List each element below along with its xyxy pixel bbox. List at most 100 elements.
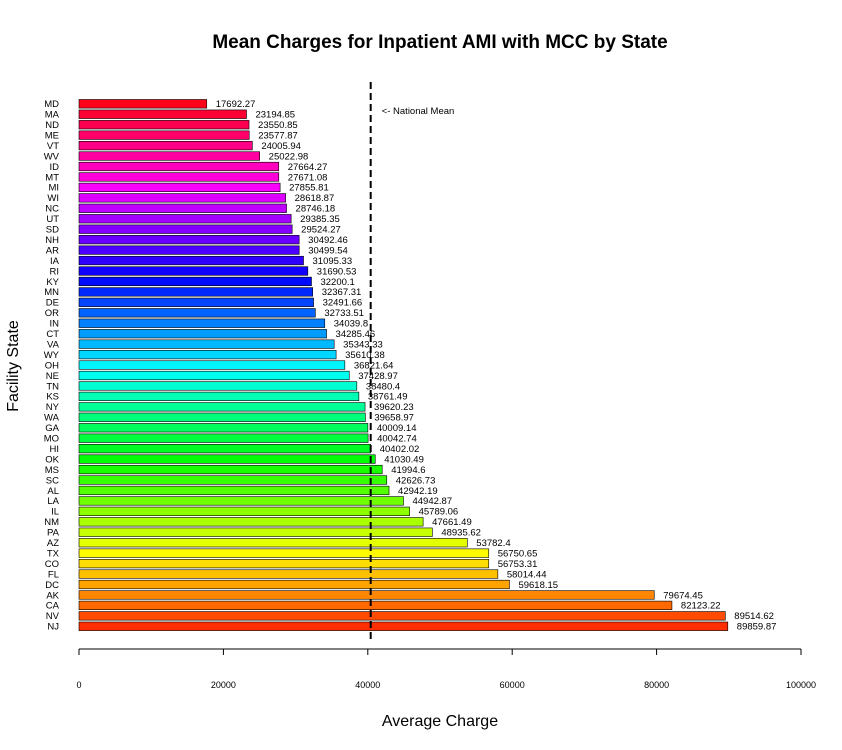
bar-il bbox=[78, 506, 410, 516]
bar-ny bbox=[78, 402, 366, 412]
bar-nj bbox=[78, 621, 729, 631]
bar-ri bbox=[78, 266, 309, 276]
value-label-ak: 79674.45 bbox=[663, 590, 703, 601]
category-label-ak: AK bbox=[46, 590, 59, 601]
category-label-nh: NH bbox=[45, 235, 59, 246]
category-label-wa: WA bbox=[44, 413, 60, 424]
value-label-ms: 41994.6 bbox=[391, 465, 425, 476]
bar-ga bbox=[78, 423, 369, 433]
value-label-nd: 23550.85 bbox=[258, 120, 298, 131]
category-label-al: AL bbox=[47, 486, 59, 497]
bar-tn bbox=[78, 381, 358, 391]
value-label-ut: 29385.35 bbox=[300, 214, 340, 225]
bar-sc bbox=[78, 475, 388, 485]
category-label-wy: WY bbox=[44, 350, 60, 361]
y-axis-title: Facility State bbox=[5, 320, 22, 412]
x-axis: 0 20000 40000 60000 80000 100000 bbox=[76, 648, 816, 690]
bar-mi bbox=[78, 182, 281, 193]
bar-ca bbox=[78, 600, 673, 610]
category-label-de: DE bbox=[46, 298, 59, 309]
category-label-in: IN bbox=[50, 319, 60, 330]
value-label-mi: 27855.81 bbox=[289, 183, 329, 194]
value-label-nv: 89514.62 bbox=[734, 611, 774, 622]
bar-ne bbox=[78, 370, 350, 381]
value-label-in: 34039.8 bbox=[334, 319, 368, 330]
value-label-pa: 48935.62 bbox=[441, 528, 481, 539]
bar-ms bbox=[78, 464, 383, 475]
bar-ok bbox=[78, 454, 376, 464]
category-label-va: VA bbox=[47, 339, 60, 350]
category-label-ca: CA bbox=[46, 601, 60, 612]
category-label-ri: RI bbox=[50, 266, 60, 277]
value-label-id: 27664.27 bbox=[288, 162, 328, 173]
bar-wy bbox=[78, 349, 337, 360]
value-label-va: 35343.33 bbox=[343, 339, 383, 350]
category-label-nv: NV bbox=[46, 611, 60, 622]
value-label-wi: 28618.87 bbox=[295, 193, 335, 204]
bar-ct bbox=[78, 329, 327, 339]
bar-co bbox=[78, 558, 490, 569]
value-label-or: 32733.51 bbox=[324, 308, 364, 319]
value-label-ia: 31095.33 bbox=[313, 256, 353, 267]
chart-title: Mean Charges for Inpatient AMI with MCC … bbox=[212, 32, 667, 53]
category-label-az: AZ bbox=[47, 538, 59, 549]
bar-la bbox=[78, 496, 404, 506]
x-tick-label: 20000 bbox=[211, 680, 236, 690]
category-label-dc: DC bbox=[45, 580, 59, 591]
bar-in bbox=[78, 318, 326, 328]
category-label-me: ME bbox=[45, 130, 59, 141]
bar-ia bbox=[78, 255, 304, 266]
category-label-ma: MA bbox=[45, 110, 60, 121]
category-label-nd: ND bbox=[45, 120, 59, 131]
bar-me bbox=[78, 130, 250, 140]
category-label-ok: OK bbox=[45, 454, 59, 465]
value-label-me: 23577.87 bbox=[258, 130, 298, 141]
category-label-ar: AR bbox=[46, 245, 59, 256]
value-label-nc: 28746.18 bbox=[296, 204, 336, 215]
value-label-ky: 32200.1 bbox=[320, 277, 354, 288]
value-label-tx: 56750.65 bbox=[498, 548, 538, 559]
category-label-nj: NJ bbox=[47, 622, 59, 633]
bar-hi bbox=[78, 444, 372, 454]
category-label-mn: MN bbox=[44, 287, 59, 298]
x-axis-title: Average Charge bbox=[382, 713, 498, 730]
category-label-or: OR bbox=[45, 308, 59, 319]
category-label-ms: MS bbox=[45, 465, 59, 476]
category-label-sc: SC bbox=[46, 475, 59, 486]
x-tick-label: 100000 bbox=[786, 680, 816, 690]
category-label-wv: WV bbox=[44, 151, 60, 162]
x-tick-label: 0 bbox=[76, 680, 81, 690]
bar-ak bbox=[78, 590, 655, 600]
value-label-ny: 39620.23 bbox=[374, 402, 414, 413]
value-label-hi: 40402.02 bbox=[380, 444, 420, 455]
bar-mo bbox=[78, 433, 369, 443]
category-label-mt: MT bbox=[45, 172, 59, 183]
bar-tx bbox=[78, 548, 490, 558]
value-labels: 17692.2723194.8523550.8523577.8724005.94… bbox=[216, 99, 777, 632]
value-label-ri: 31690.53 bbox=[317, 266, 357, 277]
category-label-il: IL bbox=[51, 507, 59, 518]
bar-sd bbox=[78, 224, 293, 234]
bar-dc bbox=[78, 579, 510, 590]
bar-wa bbox=[78, 412, 366, 422]
category-label-mi: MI bbox=[48, 183, 59, 194]
value-label-dc: 59618.15 bbox=[518, 580, 558, 591]
value-label-mo: 40042.74 bbox=[377, 434, 417, 445]
national-mean-label: <- National Mean bbox=[382, 106, 455, 117]
x-tick-label: 40000 bbox=[355, 680, 380, 690]
category-label-nm: NM bbox=[44, 517, 59, 528]
bar-ma bbox=[78, 109, 247, 119]
bar-ar bbox=[78, 245, 300, 255]
bar-vt bbox=[78, 141, 253, 151]
value-label-nm: 47661.49 bbox=[432, 517, 472, 528]
category-label-wi: WI bbox=[47, 193, 59, 204]
bar-nd bbox=[78, 120, 250, 130]
bar-oh bbox=[78, 360, 346, 370]
category-label-sd: SD bbox=[46, 225, 59, 236]
value-label-ne: 37428.97 bbox=[358, 371, 398, 382]
bar-nh bbox=[78, 235, 300, 245]
bar-md bbox=[78, 99, 208, 109]
category-label-ne: NE bbox=[46, 371, 59, 382]
category-label-fl: FL bbox=[48, 569, 59, 580]
value-label-ma: 23194.85 bbox=[255, 110, 295, 121]
